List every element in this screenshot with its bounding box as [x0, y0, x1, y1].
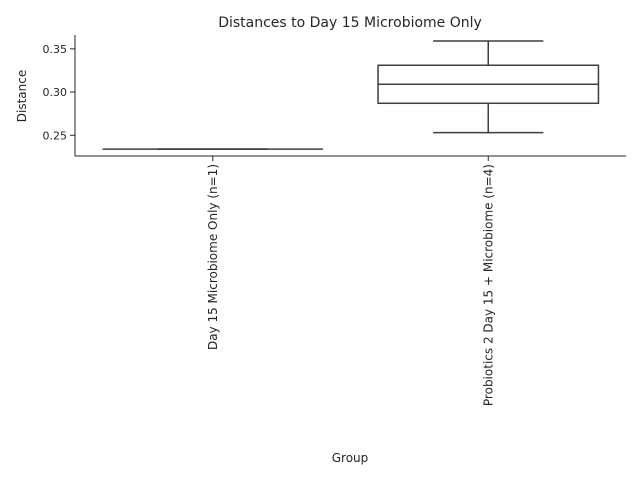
y-tick-label: 0.35: [43, 43, 68, 56]
box-group: [102, 40, 600, 150]
chart-title: Distances to Day 15 Microbiome Only: [218, 15, 482, 31]
y-axis-label: Distance: [15, 70, 29, 122]
x-tick-label: Day 15 Microbiome Only (n=1): [206, 164, 220, 350]
x-tick-group: Day 15 Microbiome Only (n=1) Probiotics 2…: [206, 156, 495, 406]
y-tick-label: 0.30: [43, 86, 68, 99]
box-2: [377, 40, 600, 134]
x-axis-label: Group: [332, 451, 369, 465]
x-tick-label: Probiotics 2 Day 15 + Microbiome (n=4): [481, 164, 495, 406]
y-tick-group: 0.25 0.30 0.35: [43, 43, 75, 142]
y-tick-label: 0.25: [43, 129, 68, 142]
axes: [74, 35, 626, 157]
